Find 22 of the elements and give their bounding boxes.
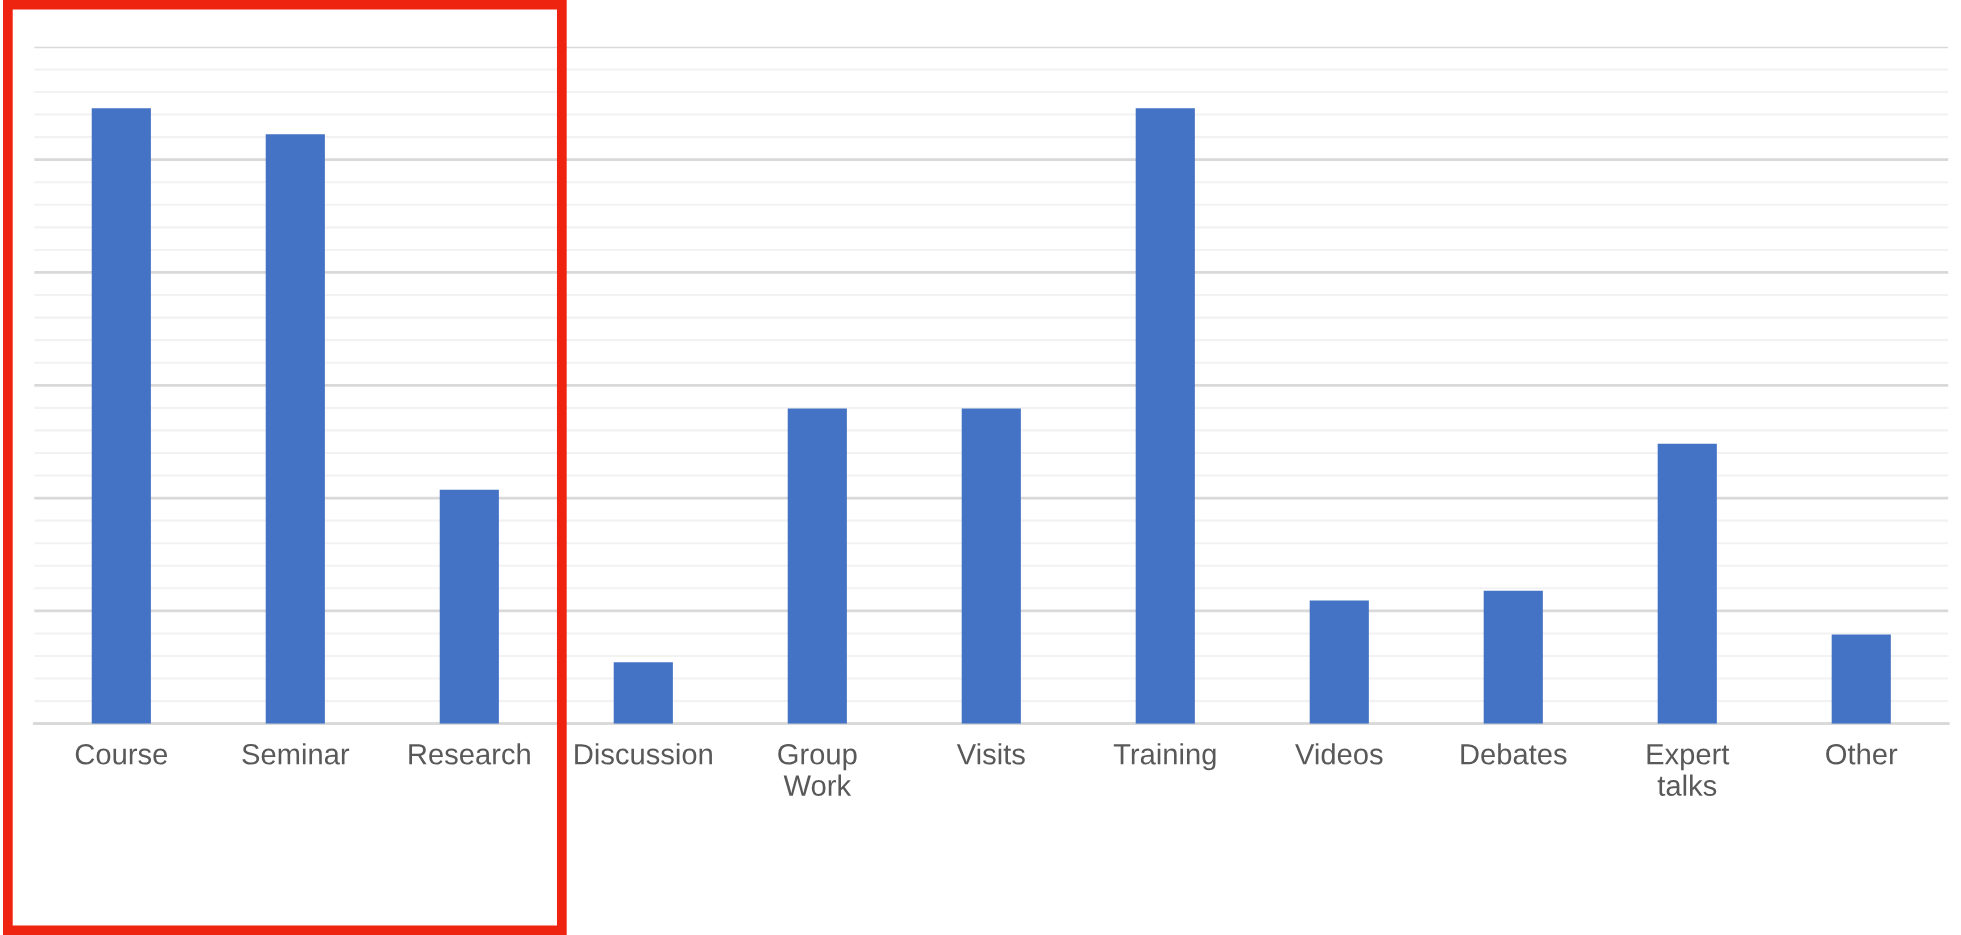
bar [1483, 590, 1543, 724]
x-tick-label: Videos [1295, 743, 1383, 765]
x-tick-label: Expert talks [1647, 744, 1730, 796]
x-tick-label: Course [75, 743, 168, 765]
bar [1309, 600, 1369, 724]
x-tick-label: Group Work [778, 743, 857, 796]
x-tick-label: Visits [956, 743, 1025, 765]
x-tick-label: Discussion [575, 743, 712, 765]
x-tick-label: Research [409, 743, 530, 765]
x-tick-label: Other [1826, 743, 1898, 765]
bar [961, 408, 1021, 724]
bar [613, 662, 673, 724]
bar [265, 134, 325, 724]
bar [787, 408, 847, 724]
bar [1657, 443, 1717, 724]
bar [439, 489, 499, 724]
x-tick-label: Seminar [242, 743, 350, 765]
x-tick-label: Debates [1461, 743, 1567, 765]
bar [1831, 634, 1891, 724]
x-tick-label: Training [1113, 743, 1216, 771]
bar [91, 108, 151, 724]
bar [1135, 108, 1195, 724]
